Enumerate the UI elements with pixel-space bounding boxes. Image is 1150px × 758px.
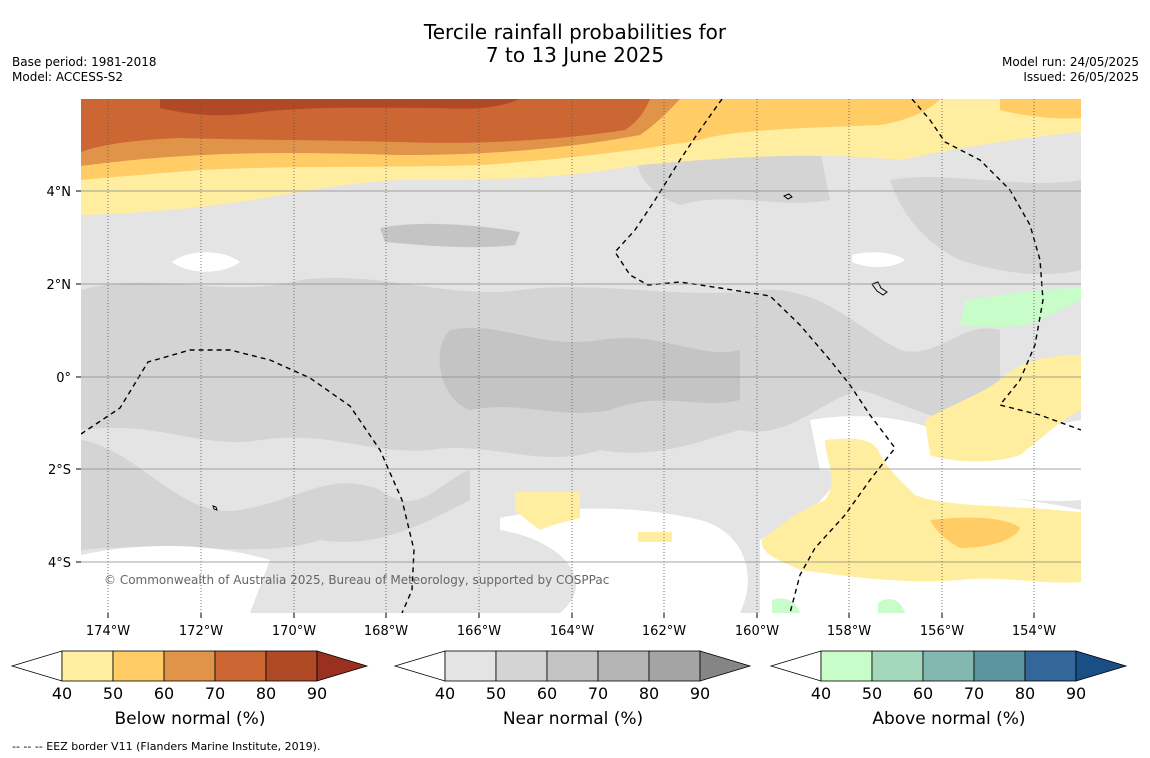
colorbar-max-arrow xyxy=(699,650,752,682)
latitude-label: 4°N xyxy=(47,185,72,200)
colorbar-segment xyxy=(1024,650,1077,682)
colorbar-min-arrow xyxy=(10,650,63,682)
colorbar-tick-label: 60 xyxy=(537,684,557,703)
longitude-label: 158°W xyxy=(827,624,871,639)
eez-border-line-2 xyxy=(614,99,896,613)
colorbar-segment xyxy=(214,650,267,682)
above-normal-40-patch xyxy=(960,288,1081,327)
near-normal-60-field xyxy=(439,327,740,413)
below-normal-50-east xyxy=(1000,99,1081,119)
colorbar-tick-label: 60 xyxy=(913,684,933,703)
probability-field xyxy=(81,99,1081,613)
island-outline xyxy=(782,193,793,200)
below-normal-50-se xyxy=(930,517,1020,548)
near-normal-60-field-2 xyxy=(380,223,520,248)
latitude-label: 0° xyxy=(56,371,71,386)
latitude-label: 4°S xyxy=(48,556,71,571)
colorbar-label-below: Below normal (%) xyxy=(114,709,266,729)
colorbar-tick-label: 70 xyxy=(964,684,984,703)
longitude-label: 174°W xyxy=(86,624,130,639)
colorbar-segment xyxy=(61,650,114,682)
colorbar-segment xyxy=(820,650,873,682)
colorbar-label-near: Near normal (%) xyxy=(502,709,644,729)
latitude-label: 2°S xyxy=(48,463,71,478)
above-normal-40-patch-3 xyxy=(878,599,905,613)
colorbar-tick-label: 50 xyxy=(103,684,123,703)
no-signal-patch-5 xyxy=(852,252,905,268)
colorbar-min-arrow xyxy=(769,650,822,682)
near-normal-50-field-3 xyxy=(637,147,830,205)
colorbar-segment xyxy=(973,650,1026,682)
island-outline-3 xyxy=(212,505,218,511)
copyright-notice: © Commonwealth of Australia 2025, Bureau… xyxy=(104,573,609,587)
axis-labels: 174°W 172°W 170°W 168°W 166°W 164°W 162°W 160°W… xyxy=(47,185,1057,639)
colorbar-tick-label: 50 xyxy=(486,684,506,703)
colorbar-tick-label: 70 xyxy=(588,684,608,703)
longitude-label: 162°W xyxy=(642,624,686,639)
graticule xyxy=(81,99,1081,613)
no-signal-patch xyxy=(172,252,240,272)
colorbar-segment xyxy=(112,650,165,682)
model-name: Model: ACCESS-S2 xyxy=(12,70,124,84)
colorbar-tick-label: 90 xyxy=(307,684,327,703)
longitude-label: 156°W xyxy=(920,624,964,639)
issued-date: Issued: 26/05/2025 xyxy=(1023,70,1139,84)
colorbar-segment xyxy=(163,650,216,682)
below-normal-80-band xyxy=(160,99,520,116)
colorbar-max-arrow xyxy=(316,650,369,682)
colorbar-segment xyxy=(871,650,924,682)
colorbar-segment xyxy=(546,650,599,682)
colorbar-segment xyxy=(922,650,975,682)
colorbar-segment xyxy=(648,650,701,682)
below-normal-40-patch-2 xyxy=(638,532,672,542)
longitude-label: 172°W xyxy=(179,624,223,639)
base-period: Base period: 1981-2018 xyxy=(12,55,157,69)
below-normal-40-se xyxy=(761,438,1081,583)
colorbar-tick-label: 70 xyxy=(205,684,225,703)
colorbar-segment xyxy=(444,650,497,682)
colorbar-max-arrow xyxy=(1075,650,1128,682)
latitude-label: 2°N xyxy=(47,278,72,293)
meta-right: Model run: 24/05/2025 Issued: 26/05/2025 xyxy=(1002,55,1139,85)
colorbar-label-above: Above normal (%) xyxy=(872,709,1026,729)
below-normal-40-east xyxy=(925,355,1081,462)
colorbar-tick-label: 40 xyxy=(435,684,455,703)
colorbar-segment xyxy=(265,650,318,682)
longitude-label: 166°W xyxy=(457,624,501,639)
colorbar-tick-label: 40 xyxy=(811,684,831,703)
longitude-label: 154°W xyxy=(1012,624,1056,639)
colorbar-min-arrow xyxy=(393,650,446,682)
above-normal-40-patch-2 xyxy=(772,598,800,613)
near-normal-50-field-2 xyxy=(81,440,470,550)
colorbar-segment xyxy=(597,650,650,682)
eez-border-line-3 xyxy=(911,99,1081,431)
colorbar-tick-label: 50 xyxy=(862,684,882,703)
longitude-label: 164°W xyxy=(550,624,594,639)
no-signal-patch-2 xyxy=(81,545,270,613)
map-title-line1: Tercile rainfall probabilities for xyxy=(423,20,727,44)
near-normal-50-field-4 xyxy=(890,177,1081,275)
longitude-label: 160°W xyxy=(735,624,779,639)
colorbars: 40 50 60 70 80 90 40 50 60 70 80 90 40 50 60 70 80 90 xyxy=(10,650,1128,703)
colorbar-tick-label: 90 xyxy=(690,684,710,703)
colorbar-tick-label: 80 xyxy=(639,684,659,703)
eez-footnote: -- -- -- EEZ border V11 (Flanders Marine… xyxy=(12,740,321,753)
longitude-label: 170°W xyxy=(272,624,316,639)
meta-left: Base period: 1981-2018 Model: ACCESS-S2 xyxy=(12,55,157,85)
eez-border-line xyxy=(81,349,415,613)
below-normal-40-patch xyxy=(515,492,580,530)
longitude-label: 168°W xyxy=(364,624,408,639)
colorbar-tick-label: 80 xyxy=(1015,684,1035,703)
colorbar-tick-label: 90 xyxy=(1066,684,1086,703)
colorbar-tick-label: 40 xyxy=(52,684,72,703)
map-title-line2: 7 to 13 June 2025 xyxy=(485,43,665,67)
colorbar-tick-label: 80 xyxy=(256,684,276,703)
colorbar-segment xyxy=(495,650,548,682)
island-outline-2 xyxy=(871,281,888,296)
model-run-date: Model run: 24/05/2025 xyxy=(1001,55,1139,69)
colorbar-tick-label: 60 xyxy=(154,684,174,703)
no-signal-patch-3 xyxy=(500,508,748,613)
